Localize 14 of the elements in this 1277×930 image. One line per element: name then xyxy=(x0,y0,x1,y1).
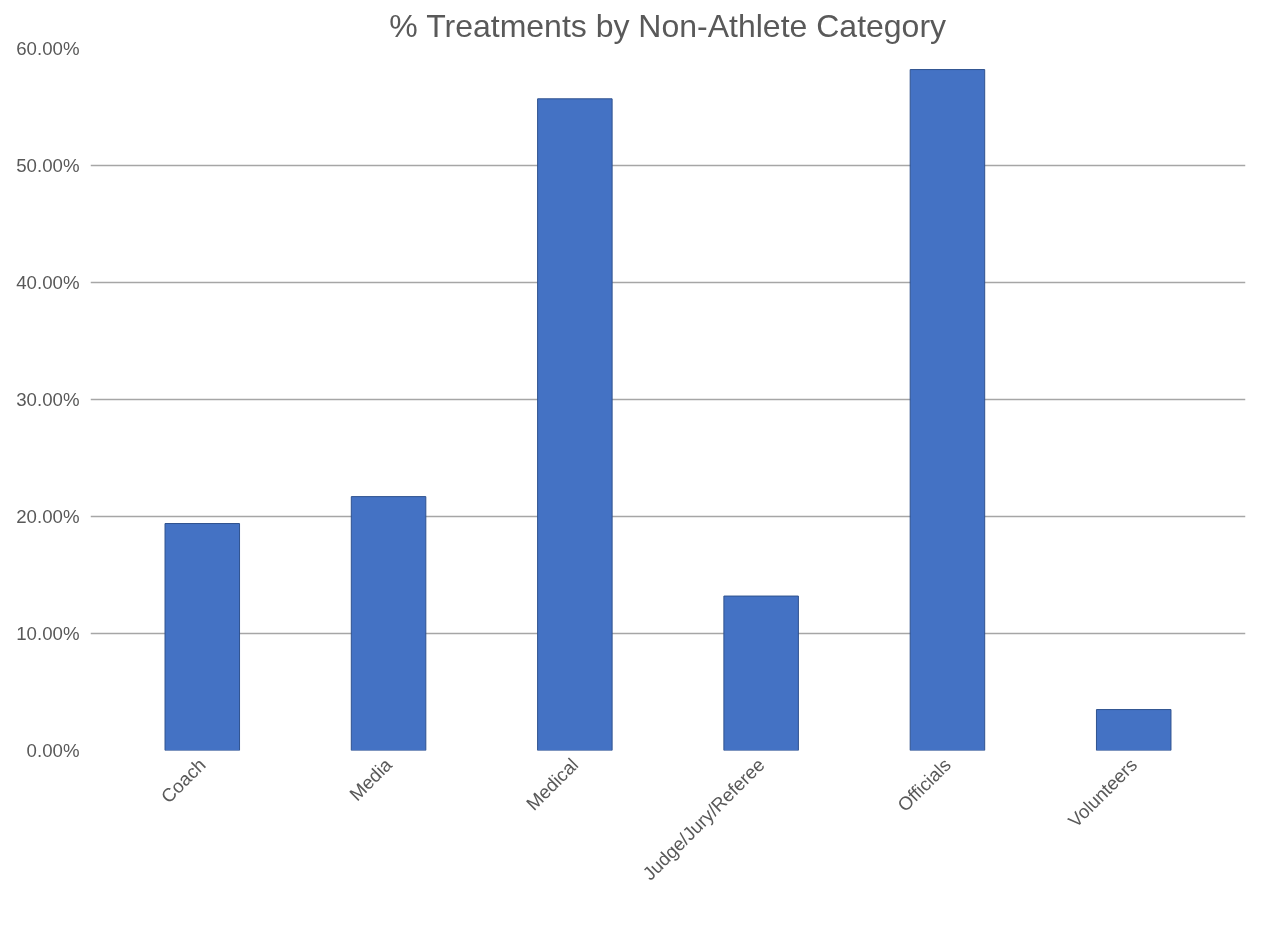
bar xyxy=(1095,709,1172,751)
chart-title: % Treatments by Non-Athlete Category xyxy=(389,7,947,44)
bar xyxy=(350,496,427,751)
y-tick-label: 30.00% xyxy=(16,389,80,410)
y-tick-label: 50.00% xyxy=(16,155,80,176)
y-tick-label: 10.00% xyxy=(16,623,80,644)
y-tick-label: 20.00% xyxy=(16,506,80,527)
bar xyxy=(909,69,986,751)
y-tick-label: 40.00% xyxy=(16,272,80,293)
y-tick-label: 0.00% xyxy=(26,740,80,761)
bar xyxy=(164,523,241,751)
bar xyxy=(723,595,799,751)
y-tick-label: 60.00% xyxy=(16,38,80,59)
bar xyxy=(537,98,613,751)
